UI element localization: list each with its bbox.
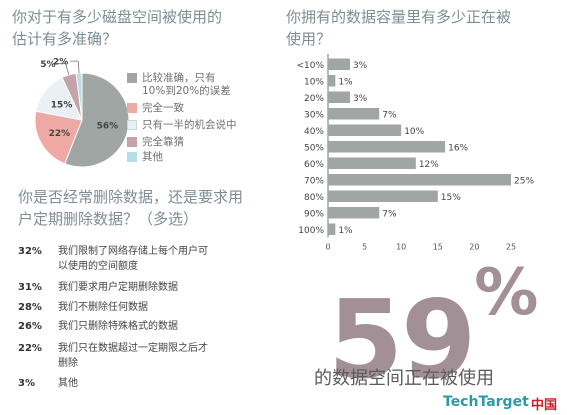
bar [328, 141, 446, 153]
brand-logo: TechTarget [443, 394, 529, 410]
legend-swatch [127, 120, 137, 130]
bar [328, 190, 438, 202]
x-tick-label: 10 [396, 243, 406, 251]
highlight-percent-sign: % [474, 256, 538, 330]
bar [328, 108, 380, 120]
bar-question-title-line1: 你拥有的数据容量里有多少正在被 [286, 8, 512, 26]
bar [328, 207, 380, 219]
bar-value-label: 1% [338, 226, 353, 236]
x-tick-label: 5 [362, 243, 367, 251]
x-tick-label: 20 [469, 243, 479, 251]
highlight-caption: 的数据空间正在被使用 [314, 368, 494, 389]
bar-category-label: 90% [304, 209, 324, 219]
bar-category-label: 60% [304, 160, 324, 170]
bar-value-label: 7% [382, 110, 397, 120]
pie-slice-label: 5% [40, 60, 55, 70]
legend-swatch [127, 152, 137, 162]
bar-value-label: 10% [404, 127, 424, 137]
bar-question-title-line2: 使用？ [286, 30, 332, 48]
legend-item-exact: 完全一致 [127, 102, 184, 115]
bar [328, 174, 511, 186]
legend-item-half-chance: 只有一半的机会说中 [127, 119, 237, 132]
bar [328, 157, 416, 169]
pie-slice [34, 110, 83, 165]
highlight-percentage: 59% [328, 256, 538, 395]
pie-slice-label: 2% [53, 58, 68, 68]
bar-category-label: 50% [304, 143, 324, 153]
x-tick-label: 25 [506, 243, 516, 251]
bar-category-label: 40% [304, 127, 324, 137]
bar [328, 75, 336, 87]
bar-category-label: 70% [304, 176, 324, 186]
bar [328, 58, 350, 70]
bar-category-label: 30% [304, 110, 324, 120]
pie-slice-label: 22% [49, 129, 71, 139]
pie-question-title-line1: 你对于有多少磁盘空间被使用的 [12, 8, 223, 26]
legend-item-other: 其他 [127, 151, 163, 164]
bar-value-label: 16% [448, 143, 468, 153]
bar [328, 91, 350, 103]
legend-swatch [127, 73, 137, 83]
pie-slice-label: 56% [97, 121, 119, 131]
bar-question-title: 你拥有的数据容量里有多少正在被 使用？ [286, 6, 511, 50]
pie-question-title: 你对于有多少磁盘空间被使用的 估计有多准确？ [12, 6, 222, 50]
bar-value-label: 7% [382, 209, 397, 219]
bar-category-label: 20% [304, 94, 324, 104]
pie-leader-line [65, 63, 70, 75]
bar-category-label: <10% [296, 61, 324, 71]
x-tick-label: 0 [325, 243, 330, 251]
pie-slice-label: 15% [51, 101, 73, 111]
bar-value-label: 3% [353, 94, 368, 104]
pie-question-title-line2: 估计有多准确？ [12, 30, 118, 48]
accuracy-pie-chart: 56% 22% 15% 5%2% [34, 58, 130, 168]
legend-item-accurate: 比较准确，只有 10%到20%的误差 [127, 72, 231, 98]
x-tick-label: 15 [433, 243, 443, 251]
brand-region: 中国 [531, 398, 558, 413]
bar [328, 223, 336, 235]
bar-category-label: 100% [298, 226, 324, 236]
bar-value-label: 3% [353, 61, 368, 71]
bar-value-label: 12% [419, 160, 439, 170]
legend-swatch [127, 103, 137, 113]
bar-category-label: 80% [304, 193, 324, 203]
deletion-question-title-line2: 户定期删除数据？（多选） [18, 210, 199, 228]
deletion-question-title-line1: 你是否经常删除数据，还是要求用 [18, 188, 244, 206]
bar-value-label: 25% [514, 176, 534, 186]
legend-item-guess: 完全靠猜 [127, 136, 184, 149]
bar-value-label: 15% [441, 193, 461, 203]
pie-leader-line [77, 61, 80, 74]
bar [328, 124, 402, 136]
bar-category-label: 10% [304, 77, 324, 87]
deletion-question-title: 你是否经常删除数据，还是要求用 户定期删除数据？（多选） [18, 186, 243, 230]
legend-swatch [127, 137, 137, 147]
usage-bar-chart: <10% 3% 10% 1% 20% 3% 30% 7% 40% 10% 50% 16% 60% 12% 7… [296, 54, 534, 251]
highlight-number: 59 [328, 278, 476, 403]
bar-value-label: 1% [338, 77, 353, 87]
